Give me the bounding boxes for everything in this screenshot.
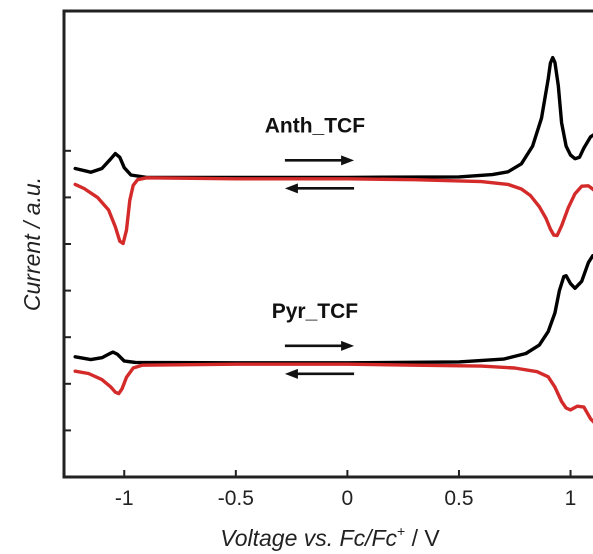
plot-frame xyxy=(62,9,593,479)
annotation-layer: Anth_TCF Pyr_TCF xyxy=(265,114,365,379)
arrow-forward-head-pyr-tcf xyxy=(341,340,355,351)
x-axis-title-superscript: + xyxy=(397,523,405,539)
y-axis-title: Current / a.u. xyxy=(19,177,45,311)
series-line-anth-tcf-reverse xyxy=(73,176,593,246)
x-tick-label-4: 1 xyxy=(565,487,577,510)
series-layer xyxy=(73,55,593,424)
series-line-pyr-tcf-forward xyxy=(73,253,593,365)
series-line-anth-tcf-forward xyxy=(73,55,593,180)
x-axis-title: Voltage vs. Fc/Fc+ / V xyxy=(220,523,440,551)
x-tick-label-2: 0 xyxy=(342,487,354,510)
x-axis-title-unit: / V xyxy=(405,525,440,551)
tick-label-layer: -1 -0.5 0 0.5 1 xyxy=(115,487,576,510)
series-line-pyr-tcf-reverse xyxy=(73,362,593,424)
tick-layer xyxy=(64,149,572,477)
x-tick-label-1: -0.5 xyxy=(218,487,254,510)
sample-label-anth-tcf: Anth_TCF xyxy=(265,114,365,137)
x-tick-label-0: -1 xyxy=(115,487,134,510)
arrow-forward-head-anth-tcf xyxy=(341,155,355,166)
x-axis-title-main: Voltage vs. Fc/Fc xyxy=(220,525,397,551)
arrow-reverse-head-pyr-tcf xyxy=(284,368,298,379)
arrow-reverse-head-anth-tcf xyxy=(284,183,298,194)
x-tick-label-3: 0.5 xyxy=(444,487,473,510)
sample-label-pyr-tcf: Pyr_TCF xyxy=(272,300,359,323)
